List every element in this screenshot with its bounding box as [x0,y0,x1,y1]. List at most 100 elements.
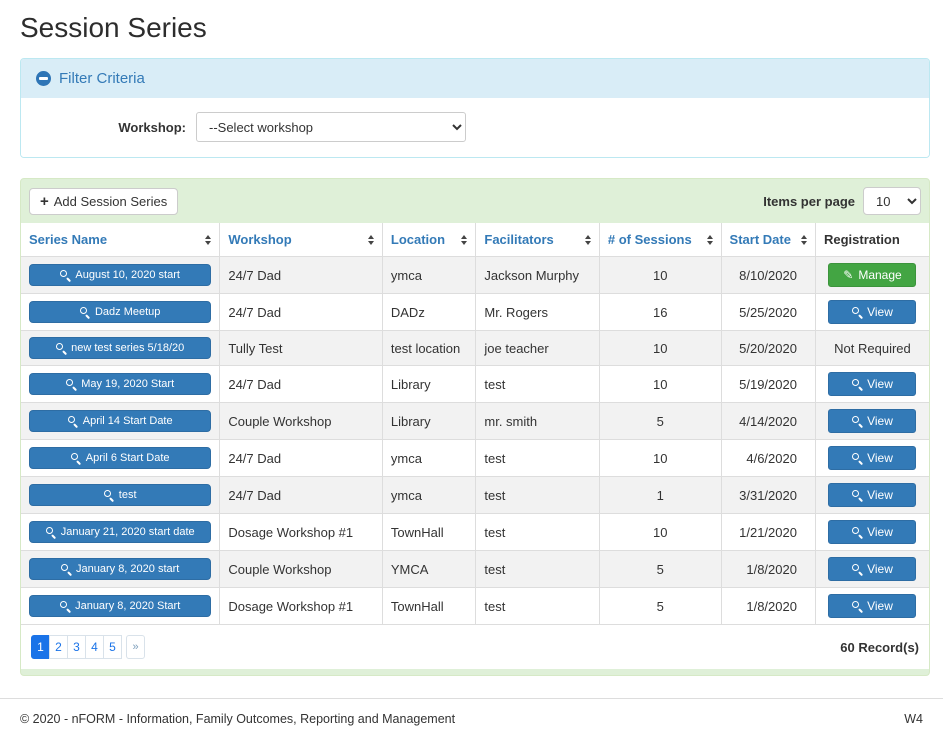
sessions-cell: 10 [598,365,722,403]
items-per-page-label: Items per page [763,193,855,209]
location-cell: test location [381,330,477,366]
facilitators-cell: test [475,476,600,514]
search-icon [852,527,862,537]
workshop-cell: Couple Workshop [219,550,383,588]
column-header-workshop[interactable]: Workshop [219,222,383,257]
workshop-cell: Couple Workshop [219,402,383,440]
view-registration-button[interactable]: View [828,300,917,324]
series-link-button[interactable]: new test series 5/18/20 [29,337,212,359]
footer-version: W4 [904,712,923,726]
series-name-cell: January 21, 2020 start date [21,513,221,551]
page-button-5[interactable]: 5 [103,635,122,659]
next-page-button[interactable]: » [126,635,145,659]
search-icon [67,416,78,426]
view-registration-button[interactable]: View [828,557,917,581]
view-registration-button[interactable]: View [828,409,917,433]
add-session-series-button[interactable]: Add Session Series [29,187,179,215]
add-session-series-label: Add Session Series [53,193,168,209]
registration-cell: Manage [814,256,929,294]
sessions-cell: 10 [598,330,722,366]
series-link-button[interactable]: August 10, 2020 start [29,264,212,286]
filter-criteria-panel: Filter Criteria Workshop: --Select works… [20,58,930,158]
column-header-start-date[interactable]: Start Date [720,222,816,257]
sort-icon[interactable] [585,235,591,245]
view-registration-button[interactable]: View [828,372,917,396]
registration-cell: View [814,550,929,588]
facilitators-cell: test [475,550,600,588]
series-link-button[interactable]: Dadz Meetup [29,301,212,323]
workshop-select[interactable]: --Select workshop [196,112,466,142]
view-registration-button[interactable]: View [828,483,917,507]
facilitators-cell: test [475,513,600,551]
registration-cell: View [814,293,929,331]
record-count: 60 Record(s) [840,639,919,655]
sort-icon[interactable] [801,235,807,245]
view-registration-button[interactable]: View [828,446,917,470]
filter-criteria-header[interactable]: Filter Criteria [21,59,929,98]
sort-icon[interactable] [368,235,374,245]
location-cell: ymca [381,256,477,294]
series-name-label: August 10, 2020 start [75,269,180,281]
series-name-cell: April 6 Start Date [21,439,221,477]
search-icon [852,453,862,463]
column-header-series-name[interactable]: Series Name [21,222,221,257]
sort-icon[interactable] [707,235,713,245]
series-link-button[interactable]: April 14 Start Date [29,410,212,432]
series-name-label: April 6 Start Date [85,452,170,464]
workshop-cell: 24/7 Dad [219,476,383,514]
registration-button-label: View [867,377,893,391]
search-icon [852,307,862,317]
view-registration-button[interactable]: View [828,520,917,544]
registration-cell: View [814,402,929,440]
table-row: April 6 Start Date 24/7 Dad ymca test 10… [21,439,929,477]
search-icon [56,343,66,353]
filter-body: Workshop: --Select workshop [21,98,929,157]
column-header-label: Start Date [729,232,791,247]
series-link-button[interactable]: January 8, 2020 start [29,558,212,580]
sort-icon[interactable] [461,235,467,245]
view-registration-button[interactable]: View [828,594,917,618]
search-icon [852,490,862,500]
page-button-2[interactable]: 2 [49,635,68,659]
registration-button-label: View [867,305,893,319]
search-icon [852,379,862,389]
column-header-label: Registration [823,232,900,247]
page-footer: © 2020 - nFORM - Information, Family Out… [0,698,943,750]
sort-icon[interactable] [205,235,211,245]
registration-button-label: View [867,414,893,428]
registration-cell: View [814,476,929,514]
workshop-label: Workshop: [118,119,186,135]
session-series-table: Series Name Workshop Location Facilitators #… [21,222,929,625]
series-link-button[interactable]: January 8, 2020 Start [29,595,212,617]
location-cell: ymca [381,476,477,514]
items-per-page: Items per page 10 [763,187,921,215]
table-row: test 24/7 Dad ymca test 1 3/31/2020 View [21,476,929,514]
series-link-button[interactable]: test [29,484,212,506]
manage-registration-button[interactable]: Manage [828,263,917,287]
series-name-cell: new test series 5/18/20 [21,330,221,366]
search-icon [103,490,114,500]
registration-cell: View [814,513,929,551]
search-icon [45,527,56,537]
location-cell: Library [381,365,477,403]
column-header-of-sessions[interactable]: # of Sessions [598,222,722,257]
sessions-cell: 10 [598,439,722,477]
series-link-button[interactable]: May 19, 2020 Start [29,373,212,395]
series-link-button[interactable]: April 6 Start Date [29,447,212,469]
page-button-3[interactable]: 3 [67,635,86,659]
page-button-1[interactable]: 1 [31,635,50,659]
series-name-label: January 8, 2020 start [76,563,180,575]
series-name-cell: January 8, 2020 start [21,550,221,588]
series-name-label: May 19, 2020 Start [81,378,175,390]
page-button-4[interactable]: 4 [85,635,104,659]
workshop-cell: Tully Test [219,330,383,366]
location-cell: DADz [381,293,477,331]
items-per-page-select[interactable]: 10 [863,187,921,215]
series-name-cell: Dadz Meetup [21,293,221,331]
column-header-facilitators[interactable]: Facilitators [475,222,600,257]
registration-button-label: Manage [858,268,902,282]
sessions-cell: 5 [598,550,722,588]
column-header-location[interactable]: Location [381,222,477,257]
series-link-button[interactable]: January 21, 2020 start date [29,521,212,543]
location-cell: TownHall [381,587,477,625]
